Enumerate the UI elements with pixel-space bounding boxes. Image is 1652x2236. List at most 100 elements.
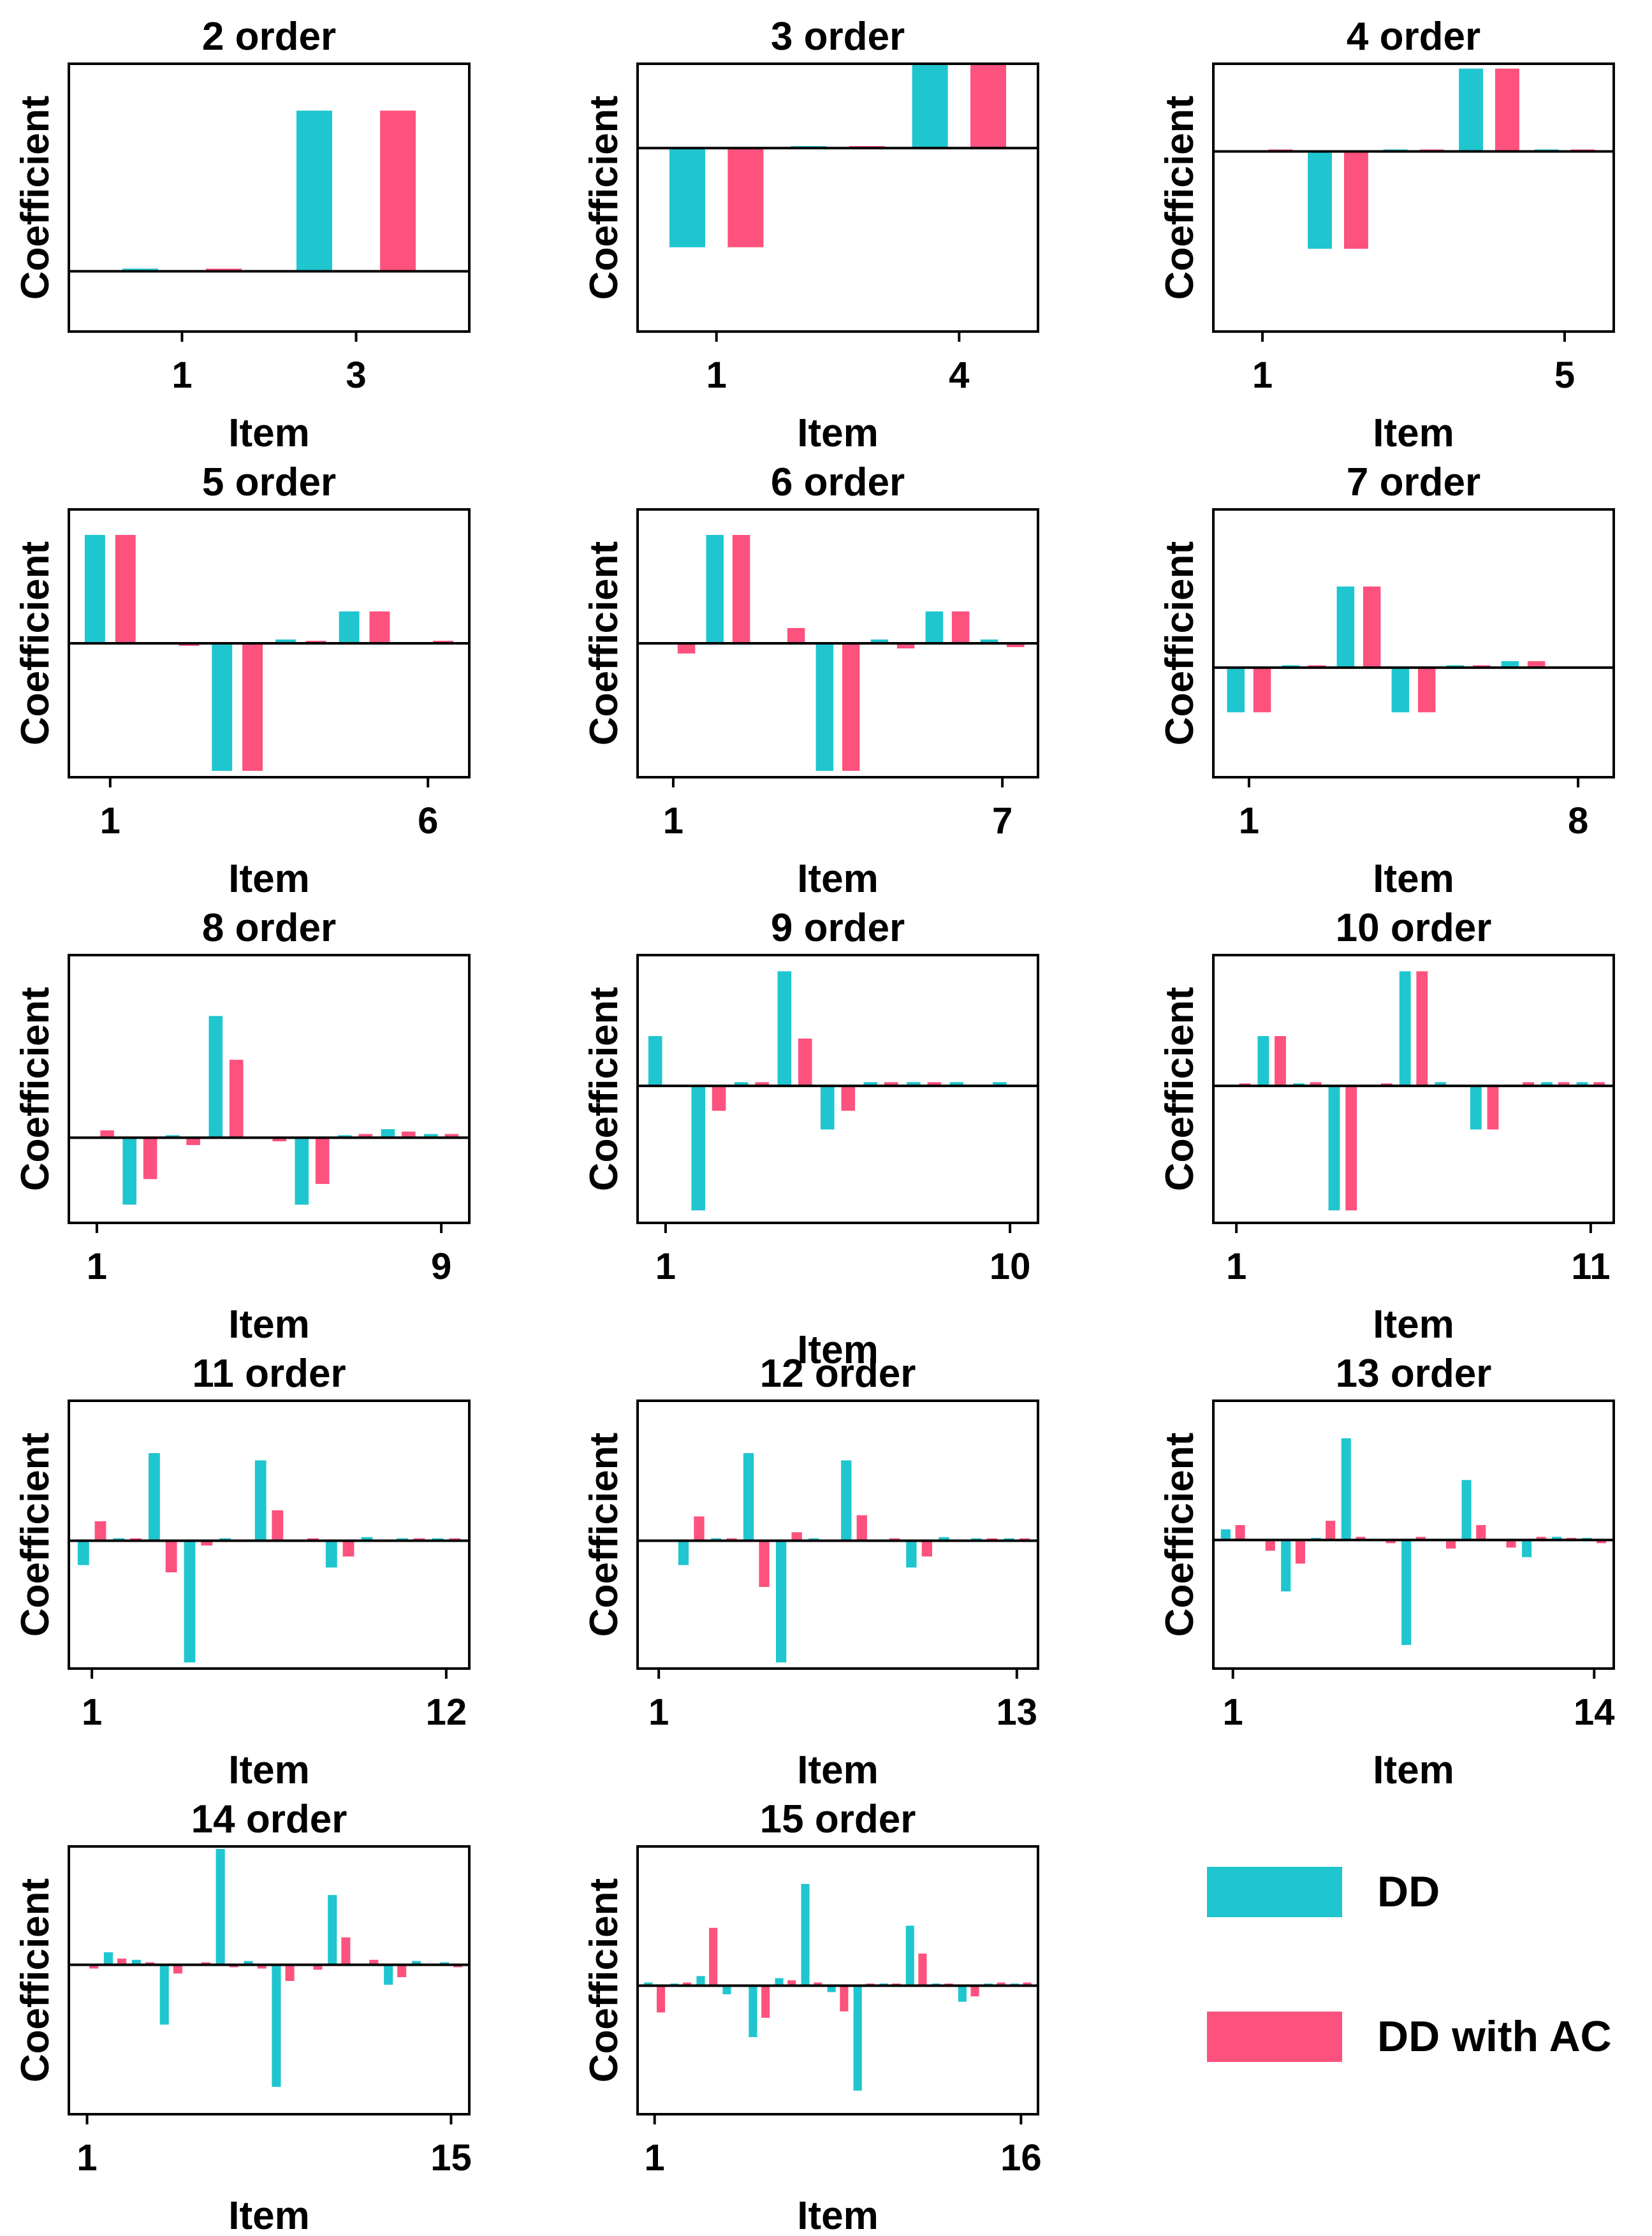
chart-panel: 1 13 12 order Item Coefficient bbox=[582, 1352, 1039, 1792]
bar-dd bbox=[1552, 1537, 1562, 1540]
bar-dd bbox=[1501, 661, 1519, 668]
x-axis-label: Item bbox=[1373, 1303, 1454, 1347]
bar-dd-with-ac bbox=[1558, 1082, 1570, 1086]
x-tick-label: 6 bbox=[418, 800, 438, 842]
plot-frame bbox=[68, 508, 471, 778]
bar-dd bbox=[295, 1137, 309, 1205]
bar-dd-with-ac bbox=[970, 64, 1006, 149]
bar-dd-with-ac bbox=[285, 1964, 295, 1981]
plot-frame bbox=[1212, 62, 1615, 333]
bar-dd-with-ac bbox=[1275, 1036, 1286, 1086]
bar-dd-with-ac bbox=[1446, 1540, 1456, 1549]
bar-dd-with-ac bbox=[115, 535, 136, 643]
bar-dd bbox=[384, 1964, 393, 1985]
bar-dd-with-ac bbox=[173, 1964, 182, 1974]
bar-dd-with-ac bbox=[1385, 1540, 1396, 1544]
bar-dd-with-ac bbox=[117, 1958, 127, 1965]
bar-dd bbox=[925, 611, 944, 643]
bar-dd-with-ac bbox=[1536, 1537, 1546, 1540]
bar-dd-with-ac bbox=[732, 535, 750, 643]
bar-dd bbox=[696, 1976, 705, 1986]
bar-dd bbox=[325, 1540, 337, 1568]
plot-frame bbox=[68, 954, 471, 1224]
x-tick-label: 12 bbox=[426, 1692, 467, 1733]
x-axis-label: Item bbox=[797, 2194, 878, 2236]
bar-dd-with-ac bbox=[315, 1137, 330, 1184]
plot-frame bbox=[636, 1399, 1039, 1670]
bar-dd-with-ac bbox=[380, 110, 416, 272]
plot-frame bbox=[636, 954, 1039, 1224]
legend-label-dd: DD bbox=[1377, 1867, 1440, 1916]
x-tick-label: 1 bbox=[77, 2137, 97, 2179]
x-axis-label: Item bbox=[228, 411, 309, 455]
y-axis-label: Coefficient bbox=[13, 987, 57, 1191]
x-tick-label: 8 bbox=[1568, 800, 1588, 842]
bar-dd bbox=[939, 1537, 949, 1541]
bar-dd bbox=[815, 643, 834, 771]
bar-dd-with-ac bbox=[1356, 1537, 1366, 1540]
y-axis-label: Coefficient bbox=[582, 541, 626, 745]
y-axis-label: Coefficient bbox=[582, 96, 626, 300]
bar-dd bbox=[1435, 1082, 1447, 1086]
bar-dd bbox=[912, 64, 948, 149]
bar-dd bbox=[870, 639, 889, 643]
x-tick-label: 16 bbox=[1000, 2137, 1042, 2179]
chart-panel: 1 15 14 order Item Coefficient bbox=[13, 1797, 472, 2236]
bar-dd bbox=[678, 1540, 689, 1565]
x-tick-label: 1 bbox=[706, 354, 727, 396]
y-axis-label: Coefficient bbox=[1158, 96, 1202, 300]
bar-dd bbox=[1336, 586, 1355, 668]
bar-dd bbox=[777, 971, 792, 1086]
x-axis-label: Item bbox=[797, 857, 878, 901]
chart-panel: 1 12 11 order Item Coefficient bbox=[13, 1352, 471, 1792]
bar-dd-with-ac bbox=[369, 1959, 379, 1965]
legend-swatch-dd-with-ac bbox=[1207, 2012, 1342, 2062]
x-tick-label: 1 bbox=[1223, 1692, 1243, 1733]
bar-dd-with-ac bbox=[1597, 1540, 1607, 1544]
bar-dd bbox=[1399, 971, 1411, 1086]
bar-dd bbox=[949, 1082, 964, 1086]
bar-dd-with-ac bbox=[143, 1137, 157, 1180]
x-tick-label: 14 bbox=[1574, 1692, 1615, 1733]
chart-title: 7 order bbox=[1347, 460, 1480, 504]
bar-dd bbox=[906, 1540, 917, 1568]
x-tick-label: 1 bbox=[82, 1692, 102, 1733]
bar-dd bbox=[244, 1961, 253, 1965]
bar-dd bbox=[254, 1460, 267, 1541]
bar-dd bbox=[159, 1964, 169, 2025]
chart-title: 8 order bbox=[202, 906, 336, 950]
y-axis-label: Coefficient bbox=[1158, 1433, 1202, 1637]
x-tick-label: 1 bbox=[1226, 1246, 1246, 1287]
plot-frame bbox=[68, 62, 471, 333]
bar-dd bbox=[296, 110, 332, 272]
bar-dd bbox=[339, 611, 360, 643]
bar-dd-with-ac bbox=[342, 1540, 355, 1557]
bar-dd bbox=[1391, 668, 1410, 713]
chart-title: 5 order bbox=[202, 460, 336, 504]
bar-dd-with-ac bbox=[1023, 1982, 1032, 1986]
bar-dd bbox=[381, 1129, 395, 1138]
bar-dd-with-ac bbox=[272, 1137, 286, 1142]
bar-dd bbox=[841, 1460, 852, 1541]
chart-panel: 1 10 9 order Item Coefficient bbox=[582, 906, 1039, 1372]
y-axis-label: Coefficient bbox=[582, 1878, 626, 2082]
chart-title: 15 order bbox=[760, 1797, 916, 1841]
bar-dd-with-ac bbox=[257, 1964, 267, 1969]
y-axis-label: Coefficient bbox=[13, 541, 57, 745]
bar-dd-with-ac bbox=[444, 1134, 459, 1138]
bar-dd-with-ac bbox=[1523, 1082, 1534, 1086]
bar-dd-with-ac bbox=[1593, 1082, 1605, 1086]
bar-dd-with-ac bbox=[1417, 668, 1436, 713]
bar-dd-with-ac bbox=[186, 1137, 200, 1145]
x-tick-label: 1 bbox=[100, 800, 121, 842]
bar-dd bbox=[905, 1925, 914, 1986]
bar-dd bbox=[827, 1985, 836, 1992]
bar-dd bbox=[412, 1961, 421, 1965]
chart-title: 4 order bbox=[1347, 15, 1480, 59]
bar-dd-with-ac bbox=[918, 1954, 927, 1986]
x-axis-label: Item bbox=[228, 857, 309, 901]
x-axis-label: Item bbox=[228, 2194, 309, 2236]
bar-dd bbox=[776, 1540, 787, 1663]
bar-dd-with-ac bbox=[201, 1540, 213, 1546]
bar-dd-with-ac bbox=[884, 1082, 898, 1086]
